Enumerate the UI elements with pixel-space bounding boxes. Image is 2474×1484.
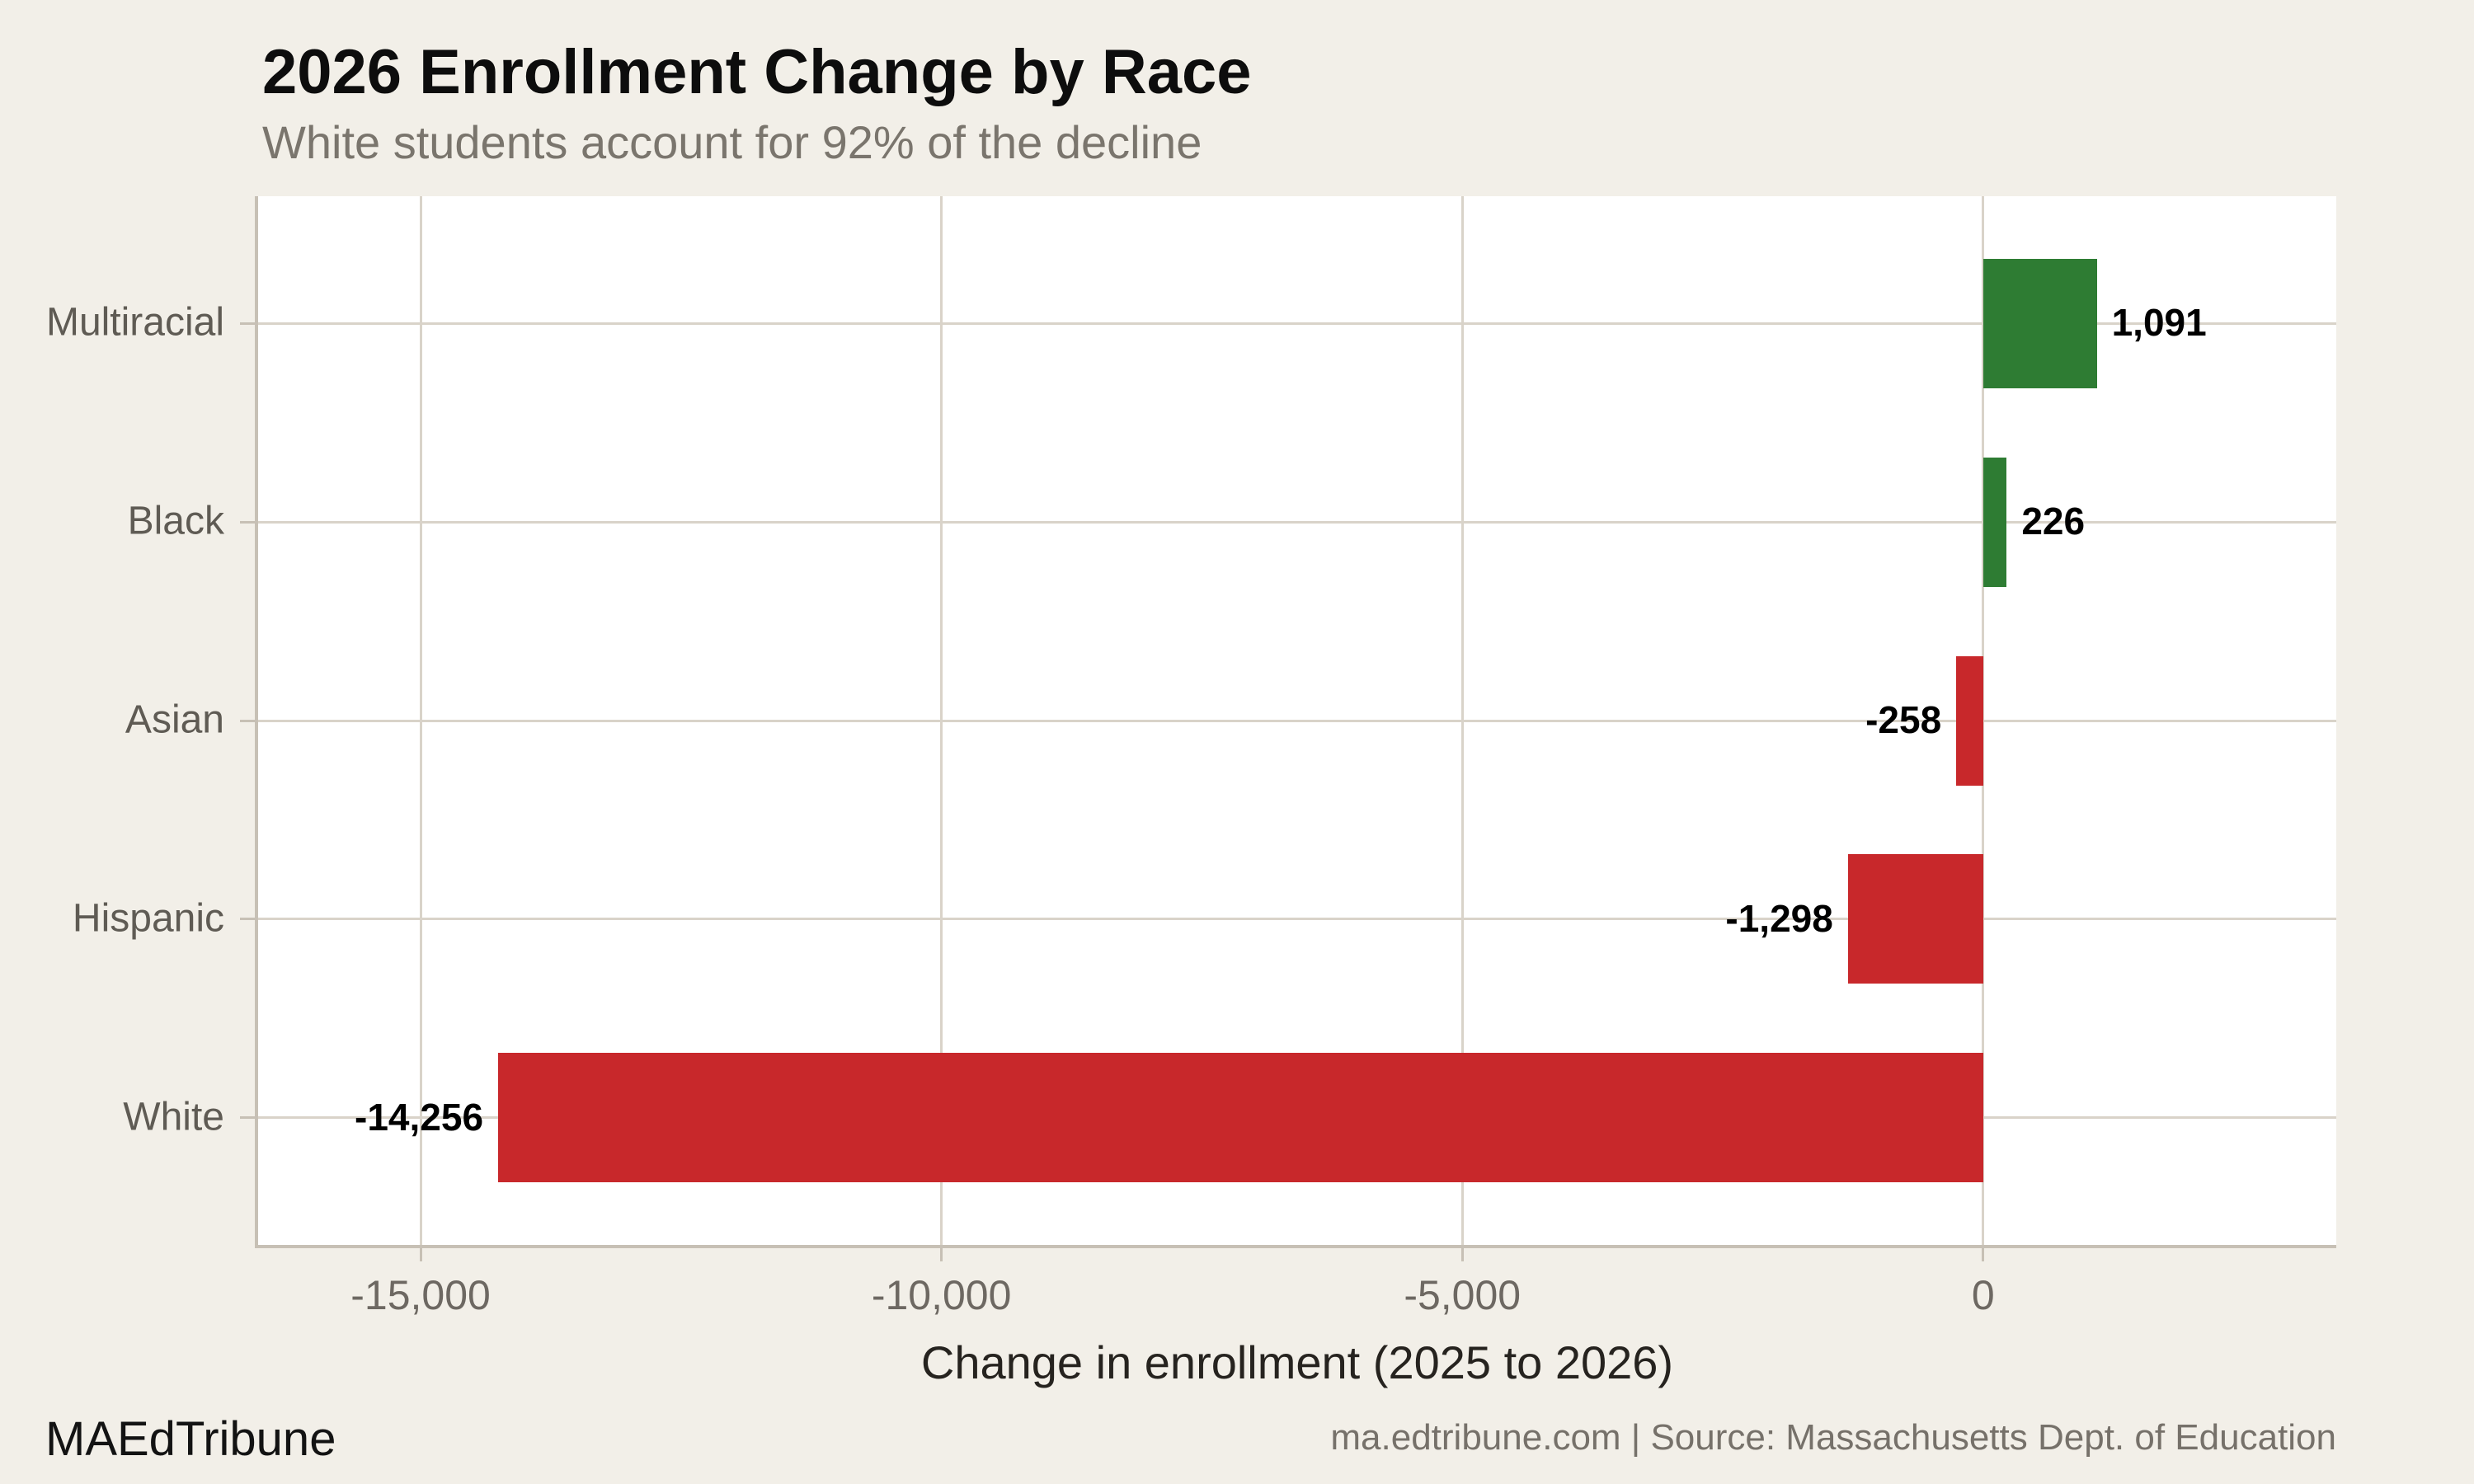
x-tick-mark xyxy=(1460,1248,1464,1261)
y-tick-mark xyxy=(240,918,255,921)
x-tick-label: 0 xyxy=(1971,1272,1995,1318)
value-label: -258 xyxy=(1865,697,1942,741)
x-tick-label: -5,000 xyxy=(1404,1272,1522,1318)
footer-source-attribution: ma.edtribune.com | Source: Massachusetts… xyxy=(1330,1417,2336,1458)
y-tick-mark xyxy=(240,1116,255,1120)
value-label: -14,256 xyxy=(355,1095,484,1139)
x-tick-mark xyxy=(1982,1248,1985,1261)
chart-title: 2026 Enrollment Change by Race xyxy=(262,37,1252,107)
footer-brand: MAEdTribune xyxy=(45,1412,336,1466)
x-tick-mark xyxy=(940,1248,943,1261)
x-tick-label: -10,000 xyxy=(871,1272,1012,1318)
y-axis-label-multiracial: Multiracial xyxy=(45,300,224,345)
bar-multiracial xyxy=(1982,259,2097,388)
y-axis-label-black: Black xyxy=(127,499,224,543)
bar-asian xyxy=(1956,656,1983,786)
y-gridline xyxy=(258,719,2336,722)
value-label: 226 xyxy=(2021,499,2086,542)
value-label: -1,298 xyxy=(1725,896,1833,940)
x-axis-spine xyxy=(255,1245,2336,1248)
x-axis-title: Change in enrollment (2025 to 2026) xyxy=(920,1336,1674,1388)
chart-subtitle: White students account for 92% of the de… xyxy=(262,116,1202,168)
y-axis-label-asian: Asian xyxy=(125,697,224,742)
bar-hispanic xyxy=(1847,854,1983,984)
y-tick-mark xyxy=(240,719,255,722)
bar-black xyxy=(1982,458,2007,587)
value-label: 1,091 xyxy=(2111,301,2207,345)
y-axis-label-hispanic: Hispanic xyxy=(72,896,224,941)
x-tick-label: -15,000 xyxy=(350,1272,491,1318)
y-gridline xyxy=(258,520,2336,524)
y-axis-label-white: White xyxy=(123,1095,224,1139)
x-tick-mark xyxy=(419,1248,422,1261)
y-tick-mark xyxy=(240,520,255,524)
y-tick-mark xyxy=(240,322,255,325)
y-gridline xyxy=(258,322,2336,325)
y-axis-spine xyxy=(255,196,258,1248)
y-gridline xyxy=(258,918,2336,921)
bar-white xyxy=(498,1053,1983,1182)
